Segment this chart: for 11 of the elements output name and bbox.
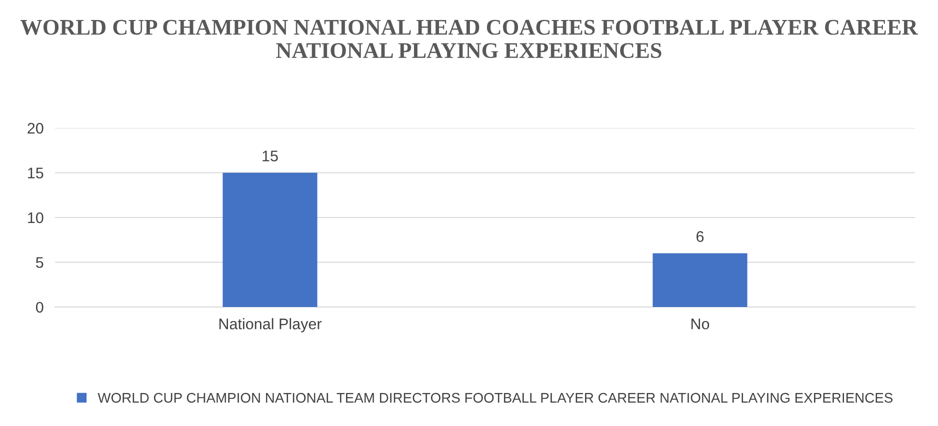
chart-title: WORLD CUP CHAMPION NATIONAL HEAD COACHES FOOTBALL PLAYER CAREER NATIONAL PLAYING EXPERIENCES: [20, 20, 918, 58]
x-tick-label: No: [691, 318, 710, 330]
y-tick-label: 20: [28, 122, 44, 134]
y-tick-label: 0: [36, 302, 44, 313]
data-label: 6: [696, 231, 704, 242]
legend-label: WORLD CUP CHAMPION NATIONAL TEAM DIRECTORS FOOTBALL PLAYER CAREER NATIONAL PLAYING EXPERIENCES: [98, 392, 893, 403]
x-tick-label: National Player: [219, 318, 322, 332]
data-label: 15: [262, 150, 278, 162]
y-tick-label: 5: [36, 257, 44, 268]
y-tick-label: 10: [28, 212, 44, 224]
y-tick-label: 15: [28, 168, 44, 178]
